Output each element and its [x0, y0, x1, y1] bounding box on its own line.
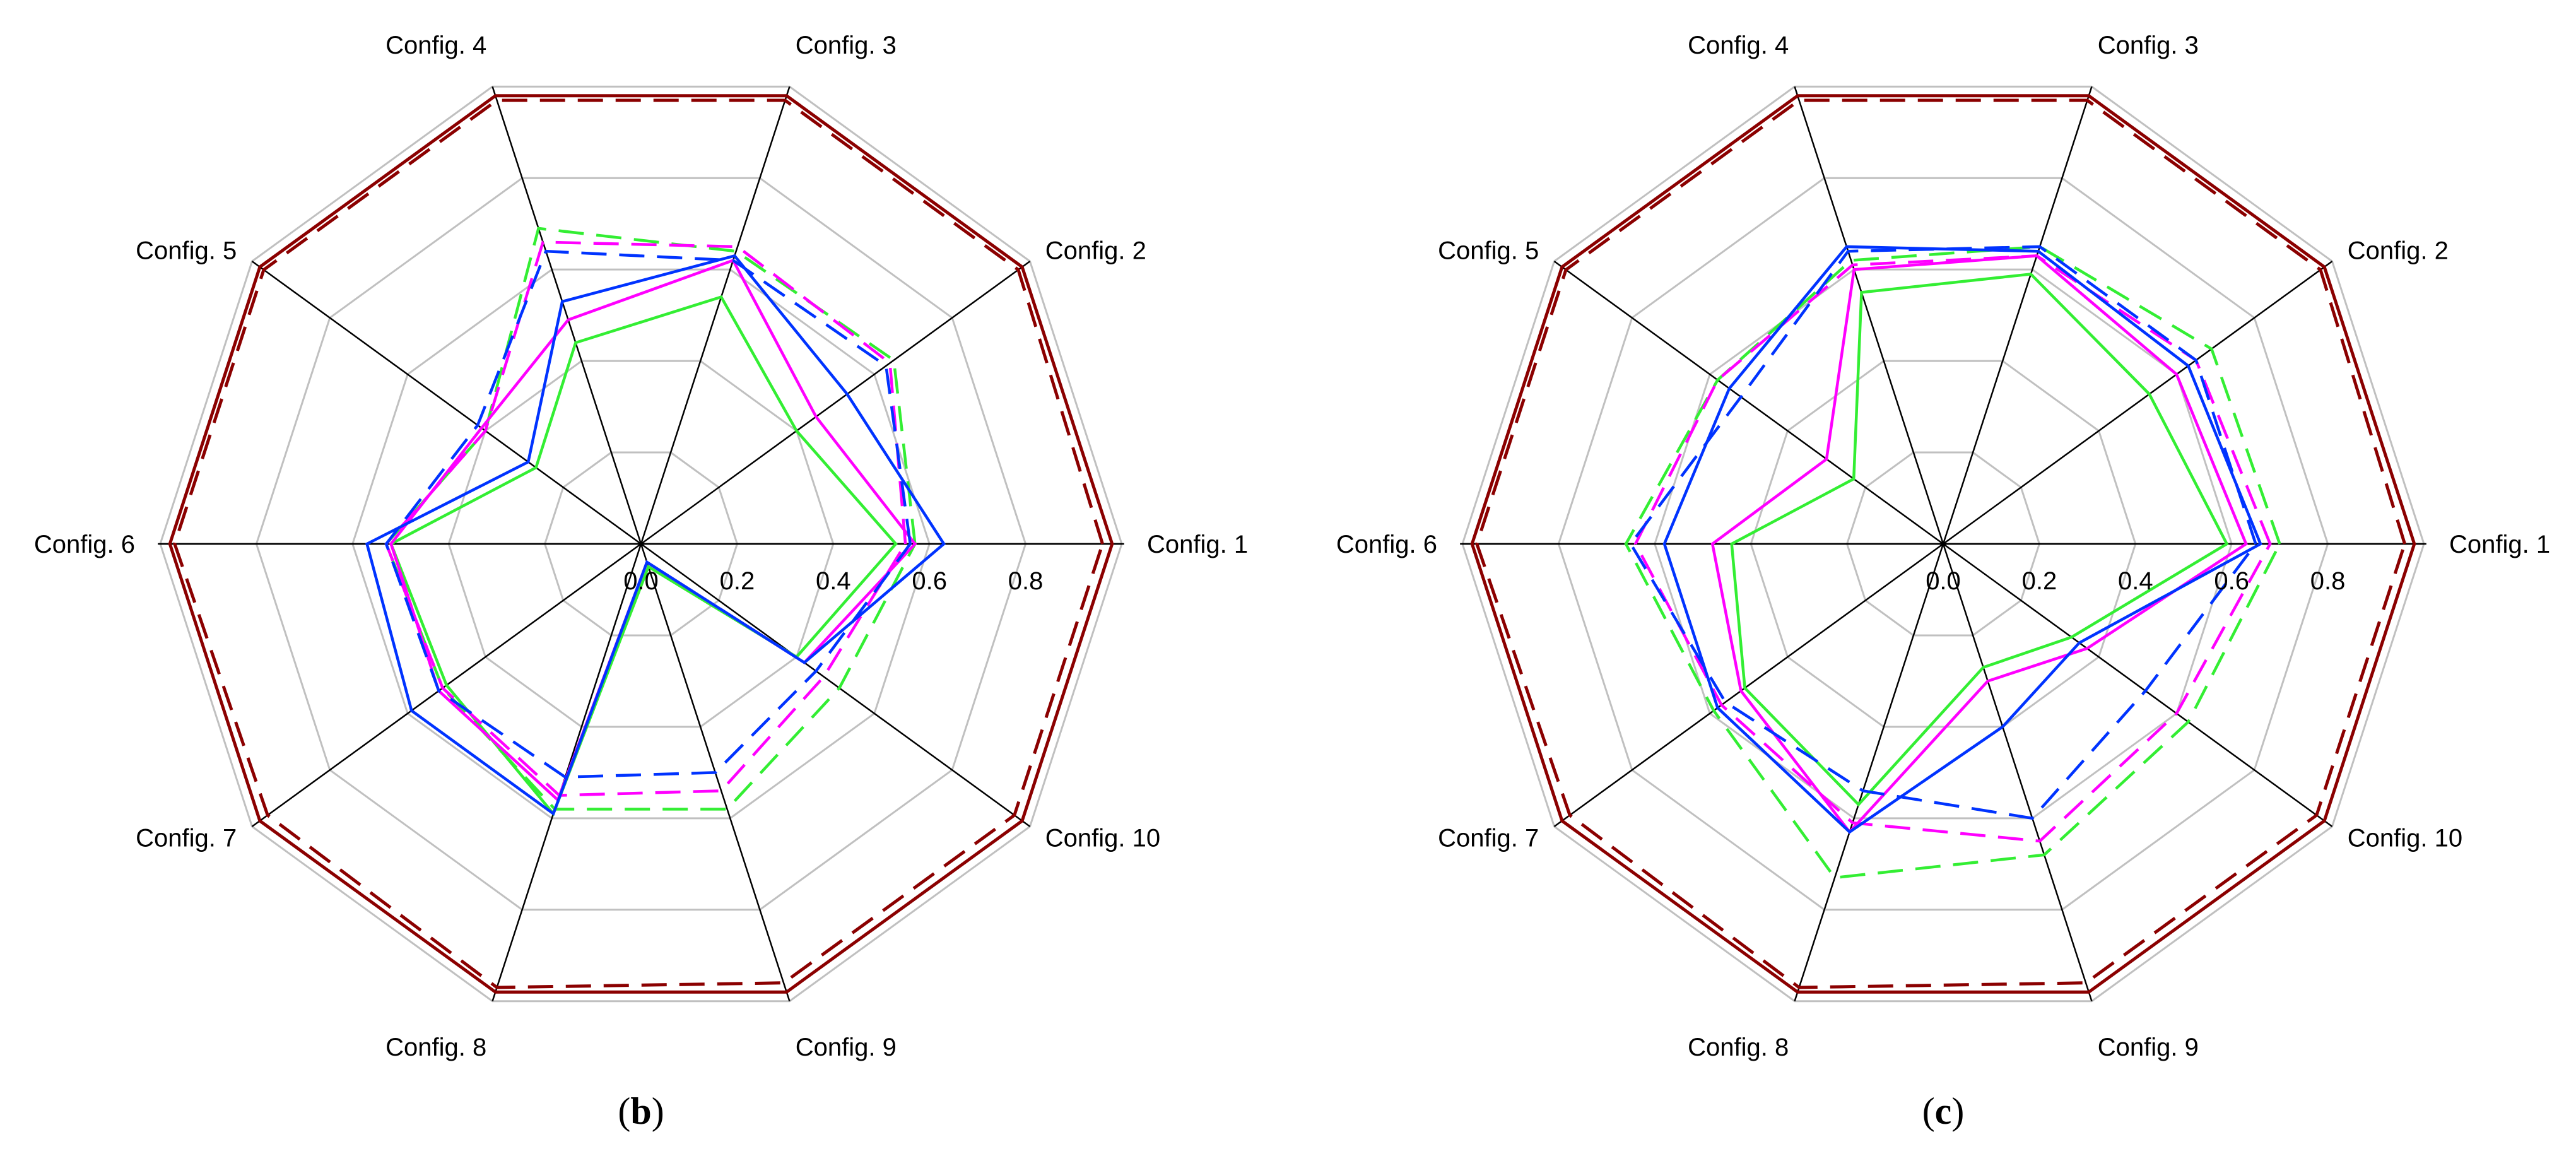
series-dark-red-solid: [1470, 94, 2416, 994]
tick-label: 0.4: [816, 567, 851, 595]
tick-label: 0.6: [2214, 567, 2249, 595]
category-label: Config. 4: [385, 32, 486, 59]
axis-spoke: [1942, 86, 2093, 545]
series-blue-solid: [1662, 245, 2262, 834]
tick-label: 0.8: [1008, 567, 1044, 595]
category-label: Config. 3: [2098, 32, 2199, 59]
category-label: Config. 2: [1045, 237, 1146, 264]
axis-spoke: [1943, 261, 2333, 545]
series-blue-dashed: [1628, 245, 2257, 820]
category-label: Config. 6: [1336, 531, 1437, 558]
axis-spoke: [1942, 543, 2093, 1002]
axis-spoke: [1943, 543, 2333, 827]
tick-label: 0.8: [2310, 567, 2346, 595]
axis-spoke: [640, 86, 791, 545]
category-label: Config. 3: [796, 32, 897, 59]
axis-spoke: [640, 543, 1031, 827]
tick-label: 0.4: [2118, 567, 2153, 595]
axis-spoke: [251, 261, 642, 545]
tick-label: 0.2: [2022, 567, 2057, 595]
category-label: Config. 5: [1438, 237, 1539, 264]
category-label: Config. 7: [136, 825, 237, 852]
axis-spoke: [640, 261, 1031, 545]
radar-chart-c: 0.0 0.2 0.4 0.6 0.8 Config. 1 Config. 2 Config.…: [1336, 32, 2550, 1061]
tick-label: 0.6: [912, 567, 947, 595]
category-label: Config. 2: [2348, 237, 2449, 264]
category-label: Config. 9: [2098, 1034, 2199, 1061]
tick-label: 0.0: [1926, 567, 1961, 595]
series-dark-red-solid: [168, 94, 1114, 994]
series-green-dashed: [1624, 245, 2281, 880]
series-blue-dashed: [384, 249, 912, 779]
panel-label-b: (b): [618, 1090, 664, 1132]
category-label: Config. 7: [1438, 825, 1539, 852]
axis-spoke: [1794, 86, 1944, 545]
series-blue-solid: [365, 254, 946, 816]
axis-spoke: [1794, 543, 1944, 1002]
series-green-solid: [1730, 273, 2229, 807]
tick-label: 0.2: [720, 567, 755, 595]
series-dark-red-dashed: [173, 98, 1105, 989]
category-label: Config. 6: [34, 531, 135, 558]
category-label: Config. 5: [136, 237, 237, 264]
axis-spoke: [491, 86, 642, 545]
category-label: Config. 1: [2449, 531, 2550, 558]
series-green-dashed: [384, 227, 917, 811]
category-label: Config. 4: [1688, 32, 1789, 59]
category-label: Config. 8: [385, 1034, 486, 1061]
category-label: Config. 10: [2348, 825, 2462, 852]
series-dark-red-dashed: [1475, 98, 2407, 989]
series-magenta-solid: [1710, 254, 2248, 835]
panel-label-c: (c): [1922, 1090, 1965, 1132]
axis-spoke: [1553, 261, 1944, 545]
category-label: Config. 1: [1147, 531, 1248, 558]
category-label: Config. 8: [1688, 1034, 1789, 1061]
tick-label: 0.0: [623, 567, 659, 595]
radar-chart-b: 0.0 0.2 0.4 0.6 0.8 Config. 1 Config. 2 Config.…: [34, 32, 1248, 1061]
category-label: Config. 9: [796, 1034, 897, 1061]
category-label: Config. 10: [1045, 825, 1160, 852]
axis-spoke: [1553, 543, 1944, 827]
